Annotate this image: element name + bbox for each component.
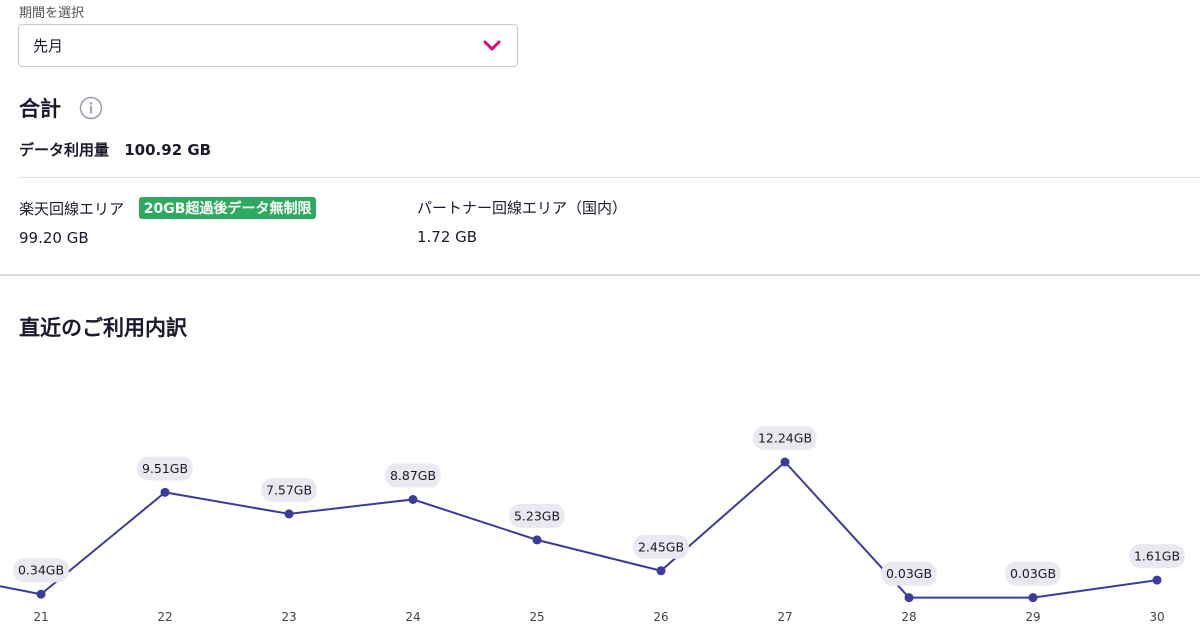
recent-usage-title: 直近のご利用内訳 [19, 316, 187, 340]
data-label-bg [1129, 544, 1185, 569]
data-label-bg [509, 503, 565, 528]
data-label: 7.57GB [266, 482, 312, 497]
data-label: 8.87GB [390, 468, 436, 483]
data-label-bg [13, 558, 69, 583]
data-label-bg [261, 477, 317, 502]
total-title: 合計 [19, 97, 61, 121]
rakuten-area-name: 楽天回線エリア [19, 199, 125, 218]
x-tick-label: 23 [281, 610, 296, 624]
data-usage-value: 100.92 GB [124, 141, 212, 159]
rakuten-area: 楽天回線エリア 20GB超過後データ無制限 99.20 GB [19, 197, 317, 247]
chevron-down-icon [481, 35, 503, 57]
data-label: 2.45GB [638, 539, 684, 554]
data-label-bg [137, 456, 193, 481]
data-point [36, 589, 46, 599]
partner-area-name: パートナー回線エリア（国内） [417, 199, 628, 217]
data-label: 0.03GB [886, 566, 932, 581]
data-label-bg [385, 463, 441, 488]
data-point [656, 566, 666, 576]
data-label-bg [753, 426, 817, 450]
rakuten-area-amount: 99.20 GB [19, 229, 89, 247]
x-tick-label: 27 [777, 610, 792, 624]
x-tick-label: 21 [33, 610, 48, 624]
data-label-bg [1005, 561, 1061, 586]
data-point [532, 535, 542, 545]
x-tick-label: 25 [529, 610, 544, 624]
data-point [408, 494, 418, 504]
data-label-bg [881, 561, 937, 586]
x-tick-label: 29 [1025, 610, 1040, 624]
data-usage-row: データ利用量 100.92 GB [19, 139, 211, 160]
data-label: 12.24GB [758, 431, 812, 446]
data-point [160, 487, 170, 497]
info-icon[interactable] [79, 96, 103, 120]
x-tick-label: 22 [157, 610, 172, 624]
data-label: 9.51GB [142, 461, 188, 476]
usage-line-chart: 0.34GB 21 9.51GB 22 7.57GB 23 8.87GB 24 5.23GB 25… [0, 426, 1185, 624]
data-point [904, 593, 914, 603]
partner-area: パートナー回線エリア（国内） 1.72 GB [417, 197, 627, 246]
data-point [1152, 575, 1162, 585]
x-tick-label: 28 [901, 610, 916, 624]
x-tick-label: 24 [405, 610, 420, 624]
data-label: 0.34GB [18, 563, 64, 578]
x-tick-label: 26 [653, 610, 668, 624]
data-label-bg [633, 534, 689, 559]
data-label: 5.23GB [514, 508, 560, 523]
data-point [1028, 593, 1038, 603]
data-label: 0.03GB [1010, 566, 1056, 581]
period-label: 期間を選択 [19, 6, 85, 21]
partner-area-amount: 1.72 GB [417, 228, 478, 246]
unlimited-badge: 20GB超過後データ無制限 [138, 197, 317, 219]
data-label: 1.61GB [1134, 549, 1180, 564]
divider [18, 177, 1200, 178]
section-divider [0, 274, 1200, 276]
period-select[interactable]: 先月 [18, 24, 518, 67]
data-usage-label: データ利用量 [19, 141, 110, 159]
period-selected-value: 先月 [33, 37, 64, 55]
series-line-lead [0, 585, 42, 596]
data-point [284, 509, 294, 519]
series-line [40, 460, 1158, 599]
x-tick-label: 30 [1149, 610, 1164, 624]
data-point [780, 457, 790, 467]
